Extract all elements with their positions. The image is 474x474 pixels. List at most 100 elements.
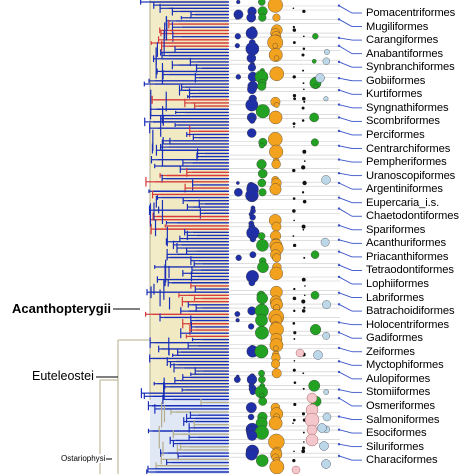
trait-dot: [235, 74, 242, 80]
trait-dot: [258, 0, 266, 6]
trait-dot: [301, 299, 306, 304]
order-pointer-dot: [337, 158, 341, 161]
order-pointer-line: [338, 224, 353, 231]
trait-dot: [271, 159, 281, 169]
trait-dot: [235, 318, 240, 323]
order-pointer-dot: [337, 360, 341, 363]
order-pointer-line: [338, 18, 353, 27]
trait-dot: [247, 430, 258, 441]
trait-dot: [256, 159, 267, 170]
order-label: Syngnathiformes: [366, 101, 449, 114]
trait-dot: [292, 459, 296, 463]
order-label: Mugiliformes: [366, 20, 429, 33]
clade-label-euteleostei: Euteleostei: [30, 369, 96, 383]
trait-dot: [271, 359, 281, 369]
trait-dot: [302, 180, 307, 186]
trait-dot: [247, 63, 256, 72]
order-pointer-dot: [337, 103, 341, 106]
trait-dot: [256, 454, 269, 467]
trait-dot: [255, 313, 268, 327]
trait-dot: [273, 345, 279, 352]
trait-dot: [235, 15, 240, 20]
trait-dot: [319, 441, 329, 451]
trait-dot: [248, 195, 255, 202]
order-label: Anabantiformes: [366, 47, 443, 60]
trait-dot: [305, 433, 319, 447]
order-label: Carangiformes: [366, 34, 439, 47]
order-label: Argentiniformes: [366, 183, 443, 196]
order-label: Spariformes: [366, 223, 426, 236]
trait-dot: [322, 57, 331, 65]
order-pointer-dot: [337, 388, 341, 391]
order-pointer-line: [338, 208, 353, 217]
trait-dot: [315, 73, 325, 83]
trait-dot: [317, 423, 327, 433]
trait-dot: [234, 188, 243, 197]
trait-dot: [293, 309, 296, 313]
trait-dot: [247, 413, 255, 421]
trait-dot: [292, 75, 296, 79]
order-label: Gobiiformes: [366, 74, 426, 87]
trait-dot: [323, 96, 329, 102]
order-pointer-dot: [337, 250, 341, 253]
trait-dot: [245, 402, 257, 414]
trait-dot: [267, 0, 283, 13]
trait-dot: [292, 28, 297, 32]
trait-dot: [308, 379, 321, 392]
order-pointer-line: [338, 130, 353, 136]
trait-dot: [269, 459, 285, 474]
order-label: Chaetodontiformes: [366, 210, 459, 223]
order-pointer-dot: [337, 346, 341, 350]
trait-dot: [248, 117, 256, 124]
trait-dot: [303, 160, 306, 162]
trait-dot: [234, 43, 240, 49]
trait-dot: [292, 235, 295, 237]
order-pointer-line: [338, 264, 353, 271]
trait-dot: [245, 42, 260, 56]
trait-dot: [257, 261, 269, 273]
trait-dot: [236, 0, 241, 5]
trait-dot: [301, 449, 306, 454]
trait-dot: [310, 250, 320, 259]
order-label: Osmeriformes: [366, 399, 436, 412]
trait-dot: [293, 287, 296, 291]
trait-dot: [292, 168, 296, 173]
order-pointer-dot: [337, 415, 341, 418]
trait-dot: [310, 138, 319, 147]
order-label: Esociformes: [366, 427, 427, 440]
trait-dot: [292, 93, 297, 98]
trait-dot: [302, 372, 305, 375]
trait-dot: [234, 311, 241, 317]
trait-dot: [303, 100, 306, 103]
trait-dot: [302, 69, 305, 72]
order-label: Kurtiformes: [366, 88, 423, 101]
trait-dot: [249, 251, 257, 259]
trait-dot: [324, 49, 330, 55]
order-label: Scombriformes: [366, 115, 440, 128]
trait-dot: [302, 96, 306, 101]
trait-dot: [272, 42, 279, 49]
trait-dot: [258, 13, 267, 22]
trait-dot: [268, 416, 283, 431]
trait-dot: [254, 344, 269, 359]
trait-dot: [312, 33, 319, 40]
order-label: Salmoniformes: [366, 413, 440, 426]
order-pointer-line: [338, 371, 353, 380]
order-label: Zeiformes: [366, 345, 415, 358]
order-pointer-line: [338, 429, 353, 434]
order-pointer-line: [338, 197, 353, 204]
order-pointer-line: [338, 172, 353, 177]
order-label: Centrarchiformes: [366, 142, 451, 155]
trait-dot: [323, 389, 330, 395]
order-pointer-line: [338, 455, 353, 461]
order-label: Priacanthiformes: [366, 250, 449, 263]
trait-dot: [246, 53, 257, 63]
trait-dot: [271, 221, 282, 232]
trait-dot: [301, 224, 306, 229]
order-label: Characiformes: [366, 454, 438, 467]
order-pointer-dot: [337, 196, 341, 199]
trait-dot: [245, 98, 259, 112]
order-pointer-line: [338, 5, 353, 14]
trait-dot: [257, 232, 266, 240]
trait-dot: [292, 368, 296, 372]
